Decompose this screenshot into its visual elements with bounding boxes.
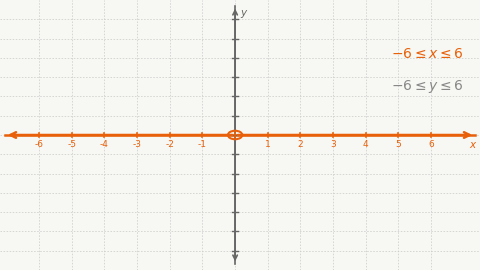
- Text: 2: 2: [298, 140, 303, 149]
- Text: $-6 \leq y \leq 6$: $-6 \leq y \leq 6$: [391, 78, 463, 95]
- Text: -2: -2: [165, 140, 174, 149]
- Text: 6: 6: [428, 140, 434, 149]
- Text: $-6 \leq x \leq 6$: $-6 \leq x \leq 6$: [391, 47, 463, 61]
- Text: 5: 5: [396, 140, 401, 149]
- Text: $y$: $y$: [240, 8, 249, 20]
- Text: -4: -4: [100, 140, 109, 149]
- Text: 3: 3: [330, 140, 336, 149]
- Text: -3: -3: [132, 140, 142, 149]
- Text: $x$: $x$: [468, 140, 477, 150]
- Text: -5: -5: [67, 140, 76, 149]
- Text: -1: -1: [198, 140, 207, 149]
- Text: 1: 1: [265, 140, 271, 149]
- Text: 4: 4: [363, 140, 369, 149]
- Text: -6: -6: [35, 140, 44, 149]
